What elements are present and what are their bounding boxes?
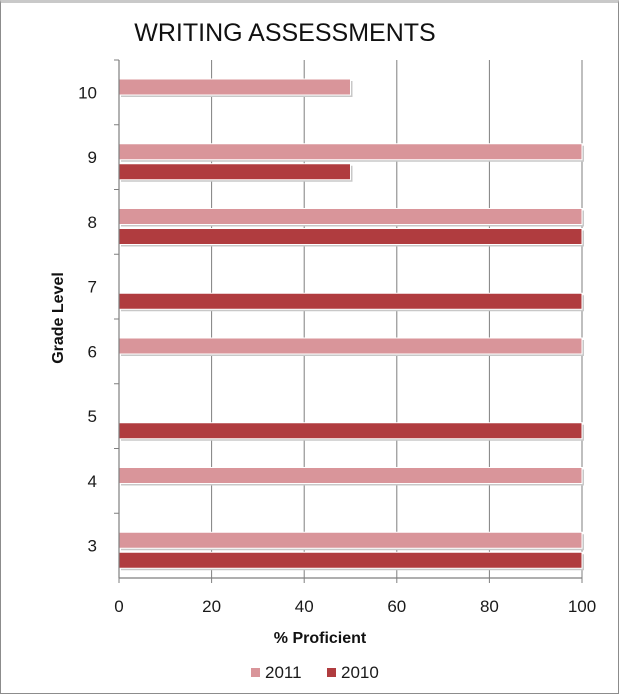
- y-tick-label: 8: [88, 213, 97, 232]
- y-tick-label: 3: [88, 537, 97, 556]
- bar-2011-grade-9: [118, 143, 583, 161]
- x-axis-title: % Proficient: [274, 630, 367, 647]
- y-tick-label: 6: [88, 342, 97, 361]
- legend-swatch-2010: [327, 668, 336, 677]
- bar-2011-grade-8: [118, 208, 583, 225]
- chart-title: WRITING ASSESSMENTS: [134, 19, 435, 47]
- bar-2010-grade-8: [118, 228, 583, 245]
- legend-label-2011: 2011: [265, 663, 302, 682]
- bar-2011-grade-6: [118, 337, 583, 355]
- x-tick-label: 20: [202, 597, 221, 616]
- legend-label-2010: 2010: [341, 663, 379, 682]
- bar-2011-grade-4: [118, 467, 583, 484]
- bar-2010-grade-5: [118, 422, 583, 440]
- bar-2010-grade-9: [118, 163, 351, 181]
- legend: 2011 2010: [251, 663, 379, 682]
- y-tick-label: 7: [88, 278, 97, 297]
- gridlines: [211, 60, 583, 578]
- bar-2011-grade-3: [118, 531, 583, 549]
- y-tick-label: 5: [88, 407, 97, 426]
- bar-2010-grade-3: [118, 551, 583, 569]
- axes: 0 20 40 60 80 100 3 4 5 6 7 8 9 10: [78, 59, 596, 616]
- x-tick-label: 40: [295, 597, 314, 616]
- legend-swatch-2011: [251, 668, 260, 677]
- x-tick-label: 60: [387, 597, 406, 616]
- y-tick-label: 4: [88, 472, 97, 491]
- x-tick-label: 0: [114, 597, 123, 616]
- y-tick-label: 10: [78, 83, 97, 102]
- y-tick-label: 9: [88, 148, 97, 167]
- bars: [118, 78, 584, 571]
- bar-2010-grade-7: [118, 292, 583, 310]
- x-tick-label: 100: [568, 597, 596, 616]
- bar-2011-grade-10: [118, 78, 351, 96]
- y-axis-title: Grade Level: [50, 272, 67, 364]
- x-tick-label: 80: [480, 597, 499, 616]
